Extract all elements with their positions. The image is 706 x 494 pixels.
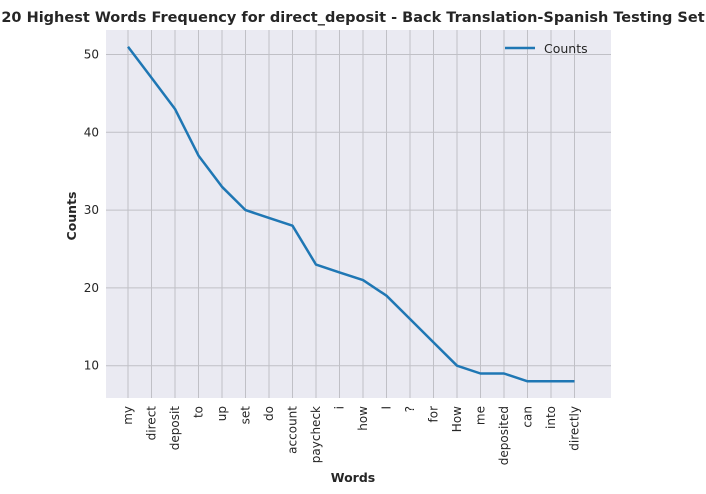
y-tick-label: 30 xyxy=(84,203,99,217)
x-tick-label: how xyxy=(356,406,370,431)
y-tick-label: 10 xyxy=(84,359,99,373)
legend-label-counts: Counts xyxy=(544,41,588,56)
x-tick-label: set xyxy=(239,406,253,425)
x-tick-label: to xyxy=(192,406,206,418)
vertical-gridlines xyxy=(127,30,575,398)
x-tick-label: paycheck xyxy=(309,406,323,463)
x-tick-label: can xyxy=(521,406,535,428)
x-tick-labels: my direct deposit to up set do account paycheck i… xyxy=(121,406,582,466)
legend: Counts xyxy=(505,41,588,56)
y-tick-label: 20 xyxy=(84,281,99,295)
chart-title: 20 Highest Words Frequency for direct_de… xyxy=(1,10,704,26)
x-tick-label: directly xyxy=(568,406,582,451)
series-line-counts xyxy=(127,45,575,383)
x-tick-label: direct xyxy=(145,406,159,441)
horizontal-gridlines xyxy=(106,54,611,367)
x-tick-label: i xyxy=(333,406,347,409)
x-tick-label: account xyxy=(286,406,300,454)
x-tick-label: ? xyxy=(403,406,417,412)
plot-area xyxy=(106,30,611,398)
y-tick-labels: 10 20 30 40 50 xyxy=(84,48,99,373)
x-tick-label: How xyxy=(450,406,464,432)
x-tick-label: I xyxy=(380,406,394,410)
y-axis-label: Counts xyxy=(64,192,79,241)
y-tick-label: 50 xyxy=(84,48,99,62)
x-tick-label: into xyxy=(544,406,558,429)
x-tick-label: for xyxy=(427,406,441,423)
x-tick-label: my xyxy=(121,406,135,425)
x-tick-label: up xyxy=(215,406,229,421)
x-tick-label: deposited xyxy=(497,406,511,465)
x-tick-label: deposit xyxy=(168,406,182,451)
y-tick-label: 40 xyxy=(84,125,99,139)
x-tick-label: me xyxy=(474,406,488,425)
x-axis-label: Words xyxy=(331,470,375,485)
x-tick-label: do xyxy=(262,406,276,421)
